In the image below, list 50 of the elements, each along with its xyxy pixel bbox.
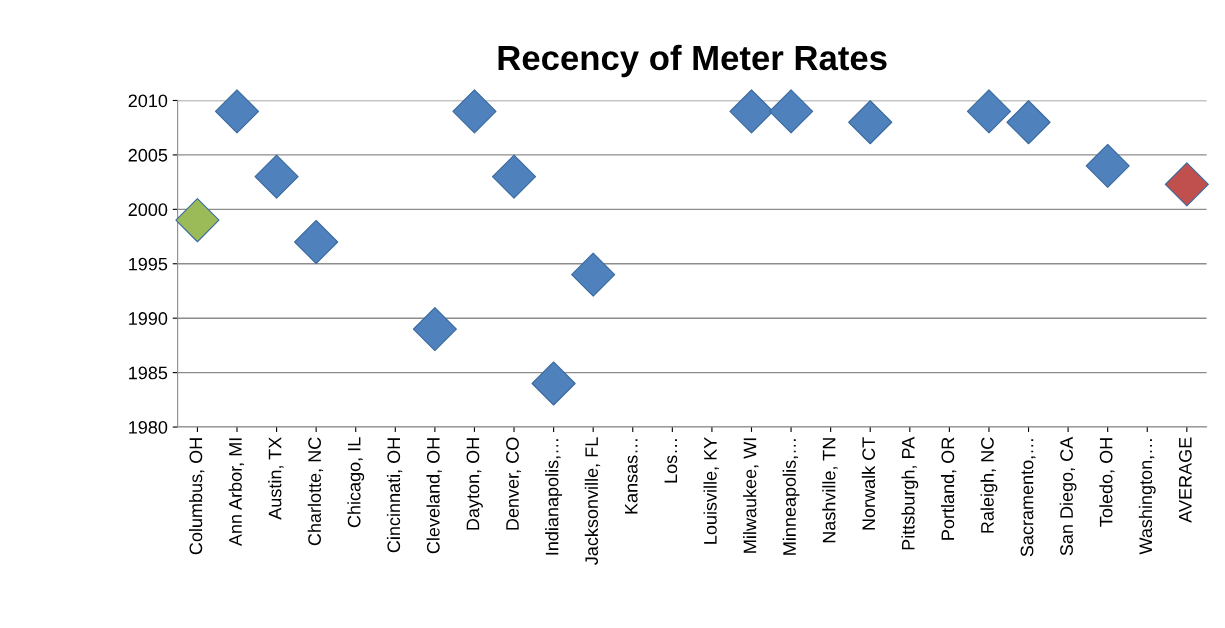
x-tick-label: Toledo, OH [1099, 438, 1115, 527]
x-tick-label: Sacramento,… [1020, 439, 1036, 557]
point [412, 307, 457, 352]
point [729, 89, 774, 134]
x-tick-label: Cleveland, OH [426, 438, 442, 554]
x-tick-label: Austin, TX [268, 437, 284, 520]
x-tick-label: Portland, OR [940, 437, 957, 540]
point [452, 89, 497, 134]
x-tick-label: Kansas… [625, 439, 638, 514]
x-tick-label: Denver, CO [506, 437, 522, 530]
point [571, 252, 616, 297]
point [1085, 143, 1130, 188]
point [294, 219, 339, 265]
point [966, 89, 1012, 134]
x-tick-label: Chicago, IL [347, 437, 365, 528]
point [254, 154, 299, 199]
x-tick-label: Pittsburgh, PA [901, 436, 919, 550]
chart-title: Recency of Meter Rates [498, 44, 887, 78]
x-tick-label: Indianapolis,… [545, 439, 563, 555]
x-tick-label: Cincinnati, OH [386, 438, 403, 553]
x-tick-label: Charlotte, NC [307, 437, 324, 546]
x-tick-label: San Diego, CA [1059, 436, 1077, 556]
point [491, 154, 537, 199]
point [531, 361, 576, 406]
y-tick-label: 2010 [128, 94, 168, 108]
y-tick-label: 2005 [128, 148, 168, 162]
point [768, 89, 814, 134]
x-tick-label: Los… [664, 439, 678, 483]
x-tick-label: Raleigh, NC [980, 437, 998, 533]
x-tick-label: Nashville, TN [822, 438, 838, 543]
x-tick-label: Minneapolis,… [782, 439, 800, 555]
y-tick-label: 1980 [129, 420, 168, 434]
point [1164, 162, 1209, 207]
point [848, 100, 893, 145]
x-tick-label: Norwalk CT [861, 437, 876, 530]
x-tick-label: Ann Arbor, MI [228, 438, 244, 547]
y-tick-label: 1995 [129, 257, 168, 271]
x-tick-label: Milwaukee, WI [743, 438, 759, 553]
y-tick-label: 1985 [129, 366, 168, 380]
x-tick-label: AVERAGE [1178, 437, 1192, 523]
point [175, 198, 220, 243]
point [214, 89, 260, 134]
y-tick-label: 2000 [128, 203, 168, 217]
x-tick-label: Louisville, KY [703, 437, 719, 544]
x-tick-label: Columbus, OH [189, 438, 205, 555]
x-tick-label: Dayton, OH [466, 438, 483, 530]
point [1006, 100, 1051, 145]
x-tick-label: Washington,… [1138, 439, 1156, 555]
x-tick-label: Jacksonville, FL [584, 437, 601, 565]
y-tick-label: 1990 [129, 312, 168, 325]
